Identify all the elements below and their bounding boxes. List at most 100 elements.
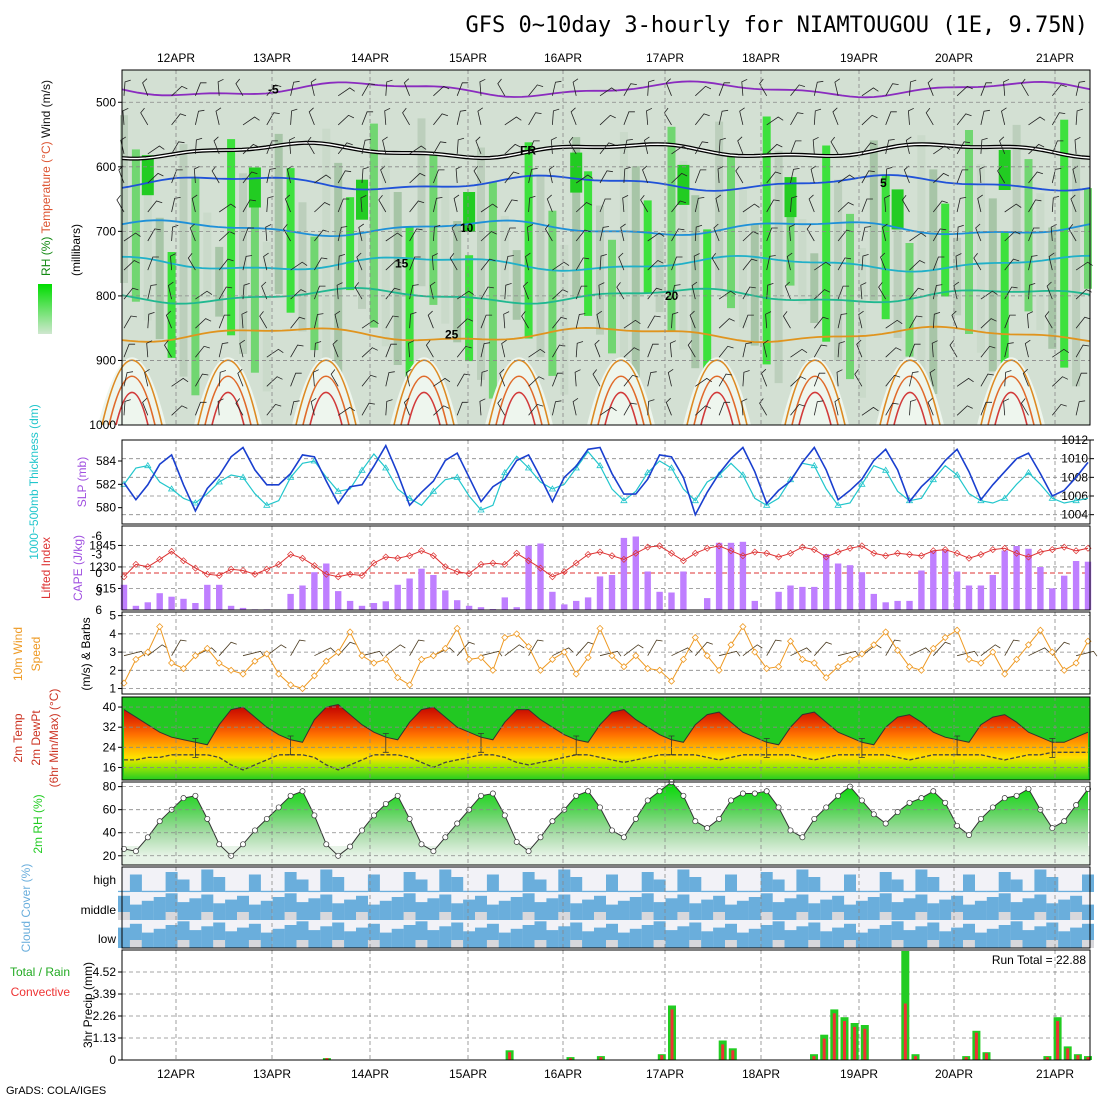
wind-barb (477, 107, 484, 125)
cloud-gap (320, 912, 333, 920)
wind-barb (932, 256, 945, 271)
cloud-gap (689, 940, 702, 948)
wind-barb (837, 341, 845, 358)
li-point (501, 560, 509, 568)
wind-barb (956, 85, 973, 97)
wind10-point (453, 624, 461, 632)
wind-barb (147, 172, 164, 184)
precip-convective-bar (731, 1050, 735, 1060)
wind-barb (504, 143, 521, 155)
wind-barb (790, 348, 808, 358)
wind-barb (1075, 316, 1091, 329)
li-point (989, 546, 997, 554)
bottom-date-label-1: 13APR (253, 1067, 291, 1081)
cloud-cell (260, 900, 273, 920)
wind-barb (790, 84, 806, 97)
rh-point (1073, 802, 1080, 809)
wind-barb (290, 261, 308, 271)
wind10-point (667, 677, 676, 685)
wind-barb (170, 253, 177, 271)
wind-barb (718, 290, 736, 300)
cloud-cell (308, 890, 321, 893)
cape-bar (299, 585, 306, 610)
wind-barb (575, 285, 588, 300)
rh-streak (441, 186, 450, 324)
wind-barb (1046, 281, 1053, 300)
cape-bar (346, 600, 354, 610)
wind-barb (909, 287, 925, 300)
wind-barb (385, 315, 399, 329)
temp-minmax-bar (858, 738, 865, 758)
cape-bar (501, 597, 508, 610)
cloud-cell (1022, 930, 1035, 948)
cloud-cell (939, 890, 952, 893)
wind-barb (766, 199, 780, 213)
precip-convective-bar (599, 1057, 603, 1060)
precip-ytick-2.26: 2.26 (93, 1009, 117, 1023)
wind-barb (570, 107, 577, 126)
precip-convective-bar (843, 1021, 846, 1060)
wind-barb (266, 403, 282, 416)
cape-bar (537, 543, 544, 610)
wind-barb (929, 368, 936, 387)
cloud-cell (439, 869, 452, 892)
wind-barb (932, 200, 948, 213)
rh-streak (262, 241, 271, 392)
cloud-cell (427, 890, 440, 893)
cloud-cell (391, 897, 404, 920)
wind10-point (1024, 641, 1033, 649)
wind-barb (647, 371, 657, 387)
isotherm-label: -5 (268, 82, 279, 96)
cloud-cell (1034, 926, 1047, 948)
thickness-point (929, 475, 938, 483)
li-point (1072, 547, 1080, 555)
li-point (251, 570, 259, 578)
wind-barb (314, 285, 326, 300)
wind10-point (156, 623, 164, 631)
wind10-point (513, 630, 521, 638)
rh-streak (703, 229, 712, 387)
temp-dome-contour (994, 391, 1028, 426)
rh-streak (655, 234, 664, 313)
wind-barb (480, 231, 497, 242)
wind-barb (907, 107, 914, 125)
precip-convective-bar (853, 1026, 857, 1060)
wind-barb (337, 170, 352, 184)
slp-background (122, 440, 1090, 524)
wind-barb (195, 345, 210, 358)
isotherm (121, 80, 1091, 99)
wind10-point (179, 664, 188, 673)
wind-barb (1044, 311, 1053, 329)
cape-bar (573, 600, 580, 610)
wind-barb (623, 139, 633, 154)
wind-barb (337, 198, 350, 213)
rh-point (454, 820, 461, 827)
rh-streak (393, 192, 402, 365)
wind-barb (456, 82, 469, 96)
wind-barb (861, 198, 873, 213)
cape-bar (906, 600, 913, 610)
cloud-cell (653, 902, 666, 920)
cloud-cell (879, 925, 892, 948)
isotherm (121, 174, 1091, 192)
precip-convective-bar (1076, 1055, 1080, 1060)
cloud-cell (165, 925, 178, 948)
temp-dome-contour (108, 375, 156, 426)
cloud-gap (213, 940, 226, 948)
bottom-date-label-3: 15APR (449, 1067, 487, 1081)
cloud-cell (118, 927, 130, 948)
cloud-cell (867, 890, 880, 893)
wind-barb (909, 232, 927, 242)
wind10-point (382, 655, 390, 663)
li-point (798, 543, 806, 551)
cape-bar (132, 605, 140, 610)
rh-series (123, 781, 1089, 857)
li-point (739, 552, 747, 560)
rh-2m-panel: 20 40 60 80 (103, 779, 1091, 866)
rh-streak (155, 217, 164, 340)
wind-barb (242, 283, 250, 300)
wind-barb (358, 223, 365, 242)
precip-ytick-3.39: 3.39 (93, 987, 117, 1001)
li-point (858, 542, 866, 550)
wind-barb (405, 368, 412, 387)
